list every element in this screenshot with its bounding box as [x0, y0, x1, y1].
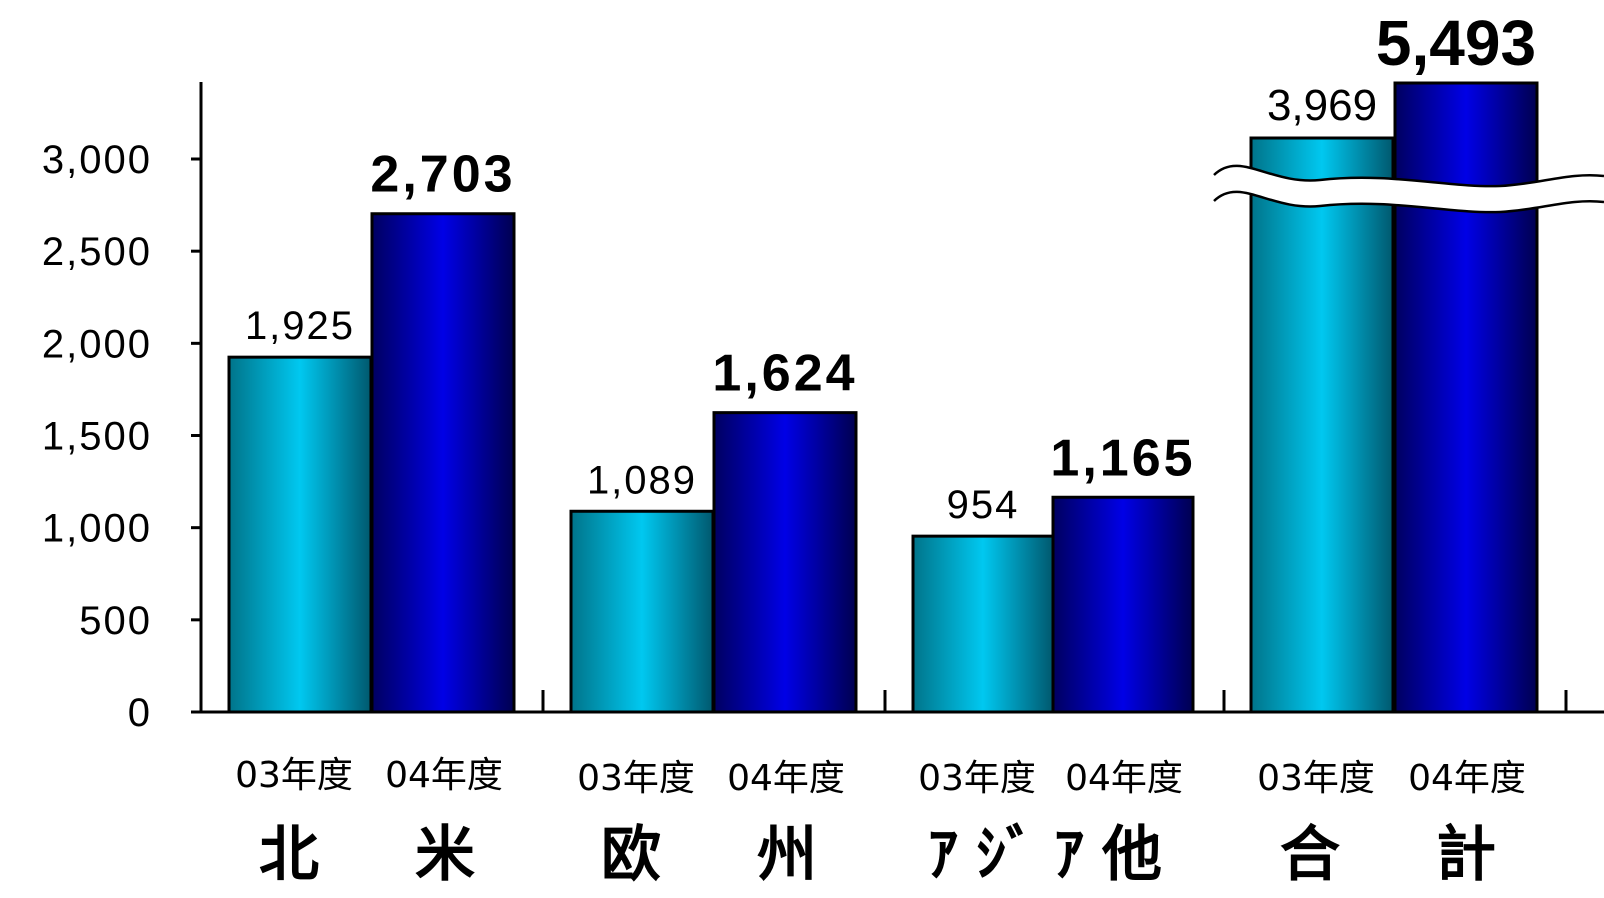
data-label-03: 3,969	[1267, 81, 1377, 130]
bar-03	[227, 355, 373, 714]
x-tick-label-03: 03年度	[577, 758, 695, 799]
data-label-03: 954	[947, 483, 1020, 527]
category-label: 欧 州	[601, 820, 835, 890]
x-tick-label-03: 03年度	[235, 755, 353, 796]
y-tick-label: 2,500	[42, 230, 152, 274]
x-tick-label-04: 04年度	[1408, 758, 1526, 799]
bar-03	[569, 509, 715, 714]
bar-04	[712, 411, 858, 714]
y-tick-label: 3,000	[42, 138, 152, 182]
y-tick-label: 0	[128, 691, 152, 735]
data-label-04: 1,624	[712, 345, 857, 403]
category-label: 合 計	[1280, 820, 1514, 890]
data-label-03: 1,089	[587, 458, 697, 502]
y-tick-label: 1,500	[42, 415, 152, 459]
y-tick-label: 2,000	[42, 322, 152, 366]
bar-04	[1393, 81, 1539, 714]
axis-break-line-bottom	[1213, 190, 1604, 214]
bar-04	[1051, 495, 1195, 714]
x-tick-label-04: 04年度	[1065, 758, 1183, 799]
data-label-04: 2,703	[370, 146, 515, 204]
x-tick-label-04: 04年度	[385, 755, 503, 796]
data-label-04: 5,493	[1376, 7, 1536, 79]
data-label-03: 1,925	[245, 304, 355, 348]
category-label: 北 米	[259, 820, 493, 890]
bar-03	[911, 534, 1055, 714]
axis-break-band	[1214, 165, 1604, 213]
x-tick-label-04: 04年度	[727, 758, 845, 799]
data-label-04: 1,165	[1050, 429, 1195, 487]
bar-04	[370, 212, 516, 714]
y-tick-label: 1,000	[42, 507, 152, 551]
y-tick-label: 500	[79, 599, 152, 643]
x-tick-label-03: 03年度	[1257, 758, 1375, 799]
x-tick-label-03: 03年度	[918, 758, 1036, 799]
bar-03	[1249, 136, 1395, 714]
category-label: ｱｼﾞｱ他	[928, 820, 1180, 890]
axis-break-line-top	[1213, 164, 1604, 188]
bars	[227, 81, 1604, 714]
